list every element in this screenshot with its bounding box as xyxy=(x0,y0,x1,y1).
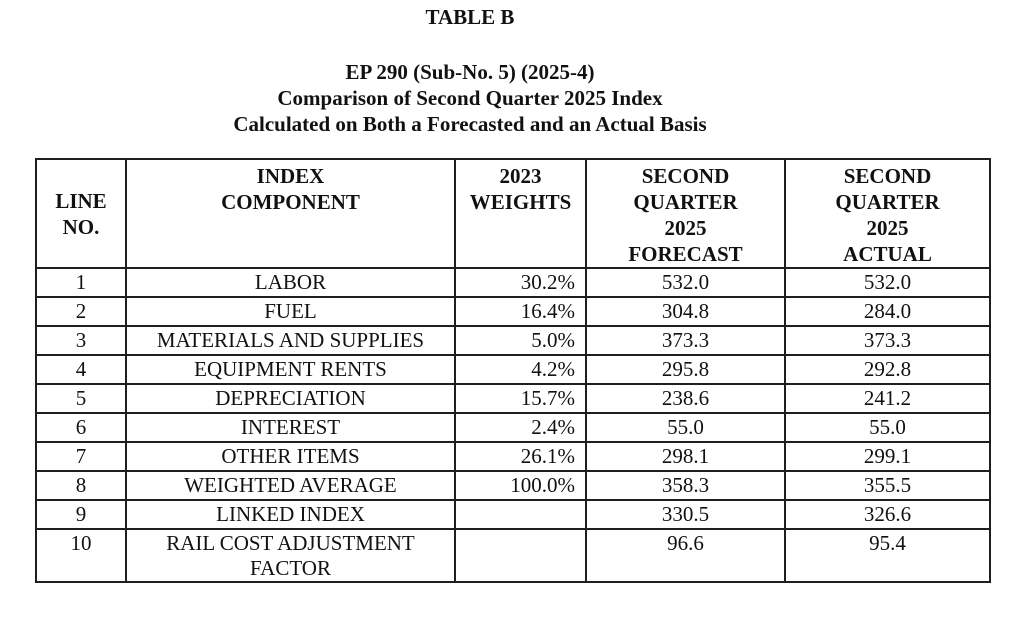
cell-actual: 55.0 xyxy=(784,412,991,443)
docket-line: EP 290 (Sub-No. 5) (2025-4) xyxy=(345,60,595,84)
cell-actual: 299.1 xyxy=(784,441,991,472)
cell-forecast: 96.6 xyxy=(585,528,786,583)
header-cell-index-component: INDEX COMPONENT xyxy=(125,158,456,269)
cell-forecast: 295.8 xyxy=(585,354,786,385)
cell-forecast: 358.3 xyxy=(585,470,786,501)
cell-weight: 100.0% xyxy=(454,470,587,501)
table-row: 5 DEPRECIATION 15.7% 238.6 241.2 xyxy=(35,383,991,414)
table-row: 10 RAIL COST ADJUSTMENT FACTOR 96.6 95.4 xyxy=(35,528,991,583)
cell-component: INTEREST xyxy=(125,412,456,443)
title-block: TABLE B EP 290 (Sub-No. 5) (2025-4) Comp… xyxy=(0,4,940,137)
cell-component: LABOR xyxy=(125,267,456,298)
subtitle-line-2: Calculated on Both a Forecasted and an A… xyxy=(233,112,707,136)
cell-weight: 2.4% xyxy=(454,412,587,443)
comparison-table: LINE NO. INDEX COMPONENT 2023 WEIGHTS SE… xyxy=(35,158,991,583)
cell-forecast: 55.0 xyxy=(585,412,786,443)
cell-weight xyxy=(454,499,587,530)
cell-line-no: 8 xyxy=(35,470,127,501)
cell-actual: 373.3 xyxy=(784,325,991,356)
cell-weight xyxy=(454,528,587,583)
header-cell-line-no: LINE NO. xyxy=(35,158,127,269)
cell-line-no: 7 xyxy=(35,441,127,472)
cell-component: WEIGHTED AVERAGE xyxy=(125,470,456,501)
table-row: 6 INTEREST 2.4% 55.0 55.0 xyxy=(35,412,991,443)
table-row: 7 OTHER ITEMS 26.1% 298.1 299.1 xyxy=(35,441,991,472)
cell-actual: 355.5 xyxy=(784,470,991,501)
cell-actual: 284.0 xyxy=(784,296,991,327)
header-cell-2023-weights: 2023 WEIGHTS xyxy=(454,158,587,269)
cell-actual: 532.0 xyxy=(784,267,991,298)
table-row: 8 WEIGHTED AVERAGE 100.0% 358.3 355.5 xyxy=(35,470,991,501)
cell-weight: 26.1% xyxy=(454,441,587,472)
cell-actual: 95.4 xyxy=(784,528,991,583)
cell-line-no: 9 xyxy=(35,499,127,530)
cell-line-no: 10 xyxy=(35,528,127,583)
cell-component: RAIL COST ADJUSTMENT FACTOR xyxy=(125,528,456,583)
cell-forecast: 238.6 xyxy=(585,383,786,414)
table-row: 1 LABOR 30.2% 532.0 532.0 xyxy=(35,267,991,298)
cell-line-no: 5 xyxy=(35,383,127,414)
cell-component: EQUIPMENT RENTS xyxy=(125,354,456,385)
cell-forecast: 532.0 xyxy=(585,267,786,298)
table-header-row: LINE NO. INDEX COMPONENT 2023 WEIGHTS SE… xyxy=(35,158,991,269)
cell-line-no: 1 xyxy=(35,267,127,298)
cell-component: OTHER ITEMS xyxy=(125,441,456,472)
cell-forecast: 304.8 xyxy=(585,296,786,327)
table-row: 9 LINKED INDEX 330.5 326.6 xyxy=(35,499,991,530)
cell-line-no: 6 xyxy=(35,412,127,443)
cell-forecast: 373.3 xyxy=(585,325,786,356)
cell-weight: 16.4% xyxy=(454,296,587,327)
cell-component: DEPRECIATION xyxy=(125,383,456,414)
cell-forecast: 330.5 xyxy=(585,499,786,530)
cell-line-no: 4 xyxy=(35,354,127,385)
subtitle-line-1: Comparison of Second Quarter 2025 Index xyxy=(277,86,663,110)
header-cell-q2-2025-forecast: SECOND QUARTER 2025 FORECAST xyxy=(585,158,786,269)
table-row: 2 FUEL 16.4% 304.8 284.0 xyxy=(35,296,991,327)
cell-component: MATERIALS AND SUPPLIES xyxy=(125,325,456,356)
page-title: TABLE B xyxy=(425,5,515,29)
cell-weight: 30.2% xyxy=(454,267,587,298)
cell-actual: 292.8 xyxy=(784,354,991,385)
doc-subtitle: EP 290 (Sub-No. 5) (2025-4) Comparison o… xyxy=(0,59,940,137)
cell-actual: 326.6 xyxy=(784,499,991,530)
header-cell-q2-2025-actual: SECOND QUARTER 2025 ACTUAL xyxy=(784,158,991,269)
cell-weight: 5.0% xyxy=(454,325,587,356)
cell-weight: 4.2% xyxy=(454,354,587,385)
cell-forecast: 298.1 xyxy=(585,441,786,472)
table-row: 3 MATERIALS AND SUPPLIES 5.0% 373.3 373.… xyxy=(35,325,991,356)
cell-component: FUEL xyxy=(125,296,456,327)
cell-component: LINKED INDEX xyxy=(125,499,456,530)
cell-weight: 15.7% xyxy=(454,383,587,414)
cell-line-no: 3 xyxy=(35,325,127,356)
cell-line-no: 2 xyxy=(35,296,127,327)
table-row: 4 EQUIPMENT RENTS 4.2% 295.8 292.8 xyxy=(35,354,991,385)
cell-actual: 241.2 xyxy=(784,383,991,414)
